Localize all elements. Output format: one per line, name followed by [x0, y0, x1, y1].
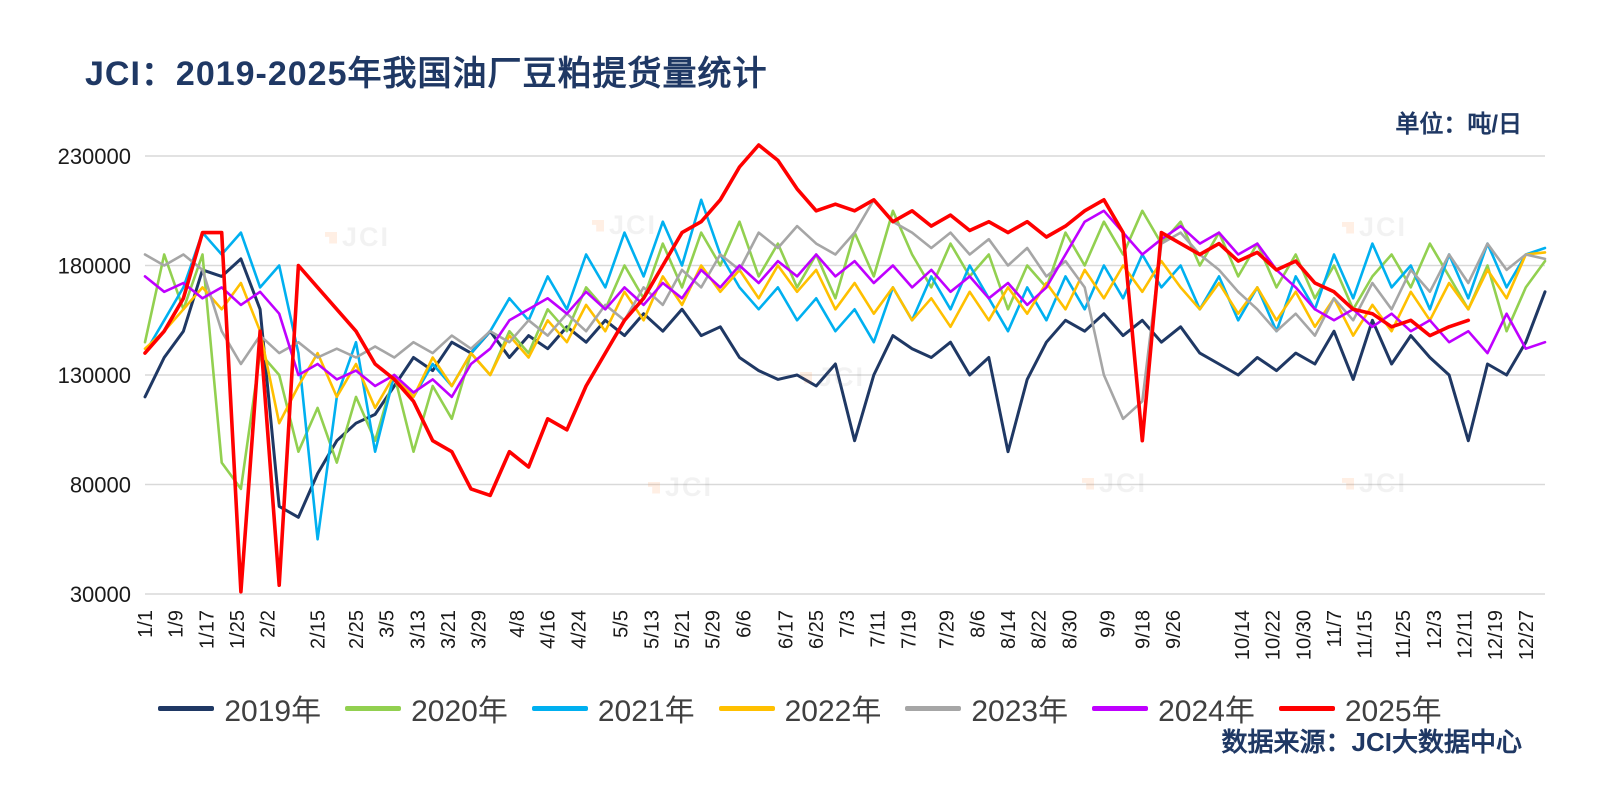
- series-2025年: [143, 143, 1471, 594]
- svg-text:11/15: 11/15: [1355, 610, 1377, 659]
- series-2021年: [143, 198, 1547, 541]
- legend-label: 2025年: [1344, 695, 1442, 728]
- svg-text:3/5: 3/5: [377, 610, 399, 638]
- legend-label: 2022年: [784, 695, 882, 728]
- svg-text:4/16: 4/16: [538, 610, 560, 649]
- unit-label: 单位：吨/日: [1395, 111, 1522, 138]
- svg-text:3/29: 3/29: [469, 610, 491, 649]
- x-axis-labels: 1/1 1/9 1/17 1/25 2/2 2/15 2/25 3/5 3/13 3/21 3/29…: [135, 610, 1538, 660]
- legend-item: 2021年: [531, 686, 695, 730]
- series-2022年: [143, 251, 1547, 425]
- svg-text:1/25: 1/25: [227, 610, 249, 649]
- svg-text:6/25: 6/25: [806, 610, 828, 649]
- legend-label: 2019年: [224, 695, 322, 728]
- svg-text:80000: 80000: [70, 473, 131, 498]
- svg-text:1/1: 1/1: [135, 610, 157, 638]
- series-2020年: [143, 209, 1547, 491]
- svg-text:3/21: 3/21: [438, 610, 460, 649]
- legend-swatch: [345, 705, 402, 711]
- svg-text:9/18: 9/18: [1132, 610, 1154, 649]
- legend-label: 2023年: [971, 695, 1069, 728]
- y-axis-labels: 30000 80000 130000 180000 230000: [58, 144, 131, 607]
- y-gridlines: [145, 155, 1545, 595]
- legend-item: 2022年: [718, 686, 882, 730]
- legend-swatch: [1278, 705, 1335, 711]
- svg-text:12/27: 12/27: [1516, 610, 1538, 660]
- svg-text:5/29: 5/29: [703, 610, 725, 649]
- svg-text:1/17: 1/17: [196, 610, 218, 649]
- svg-text:2/25: 2/25: [346, 610, 368, 649]
- svg-text:30000: 30000: [70, 582, 131, 607]
- svg-text:7/29: 7/29: [937, 610, 959, 649]
- source-label: 数据来源：JCI大数据中心: [1221, 727, 1522, 757]
- series-2024年: [143, 209, 1547, 399]
- series-2023年: [143, 198, 1547, 421]
- legend-swatch: [905, 705, 962, 711]
- svg-text:4/8: 4/8: [507, 610, 529, 638]
- svg-text:10/14: 10/14: [1232, 610, 1254, 660]
- svg-text:130000: 130000: [58, 363, 131, 388]
- legend-label: 2024年: [1158, 695, 1255, 728]
- legend-swatch: [158, 705, 215, 711]
- legend-item: 2019年: [158, 686, 321, 730]
- legend-item: 2025年: [1278, 686, 1442, 730]
- legend: 2019年 2020年 2021年 2022年 2023年 2024年 2025年: [0, 686, 1600, 730]
- svg-text:2/15: 2/15: [308, 610, 330, 649]
- svg-text:6/6: 6/6: [733, 610, 755, 638]
- legend-swatch: [1092, 705, 1149, 711]
- legend-label: 2020年: [411, 695, 508, 728]
- chart-area: 30000 80000 130000 180000 230000 1/1 1/9 1/17 1/…: [0, 128, 1600, 676]
- legend-item: 2020年: [345, 686, 508, 730]
- legend-item: 2023年: [905, 686, 1068, 730]
- series-2019年: [143, 257, 1547, 519]
- svg-text:8/30: 8/30: [1059, 610, 1081, 649]
- page-title: JCI：2019-2025年我国油厂豆粕提货量统计: [85, 55, 768, 93]
- svg-text:180000: 180000: [58, 254, 131, 279]
- svg-text:7/19: 7/19: [898, 610, 920, 649]
- svg-text:10/22: 10/22: [1263, 610, 1285, 660]
- svg-text:8/14: 8/14: [998, 610, 1020, 649]
- svg-text:2/2: 2/2: [258, 610, 280, 638]
- svg-text:11/7: 11/7: [1324, 610, 1346, 647]
- svg-text:12/3: 12/3: [1424, 610, 1446, 649]
- svg-text:4/24: 4/24: [568, 610, 590, 649]
- svg-text:10/30: 10/30: [1293, 610, 1315, 660]
- legend-swatch: [531, 705, 588, 711]
- svg-text:11/25: 11/25: [1393, 610, 1415, 659]
- legend-swatch: [718, 705, 775, 711]
- svg-text:230000: 230000: [58, 144, 131, 169]
- svg-text:6/17: 6/17: [776, 610, 798, 649]
- legend-item: 2024年: [1092, 686, 1255, 730]
- legend-label: 2021年: [597, 695, 695, 728]
- svg-text:8/6: 8/6: [967, 610, 989, 638]
- svg-text:7/3: 7/3: [837, 610, 859, 638]
- svg-text:9/9: 9/9: [1098, 610, 1120, 638]
- svg-text:9/26: 9/26: [1163, 610, 1185, 649]
- svg-text:8/22: 8/22: [1029, 610, 1051, 649]
- svg-text:7/11: 7/11: [868, 610, 890, 647]
- svg-text:5/21: 5/21: [672, 610, 694, 649]
- svg-text:5/5: 5/5: [611, 610, 633, 638]
- svg-text:12/19: 12/19: [1485, 610, 1507, 660]
- svg-text:12/11: 12/11: [1454, 610, 1476, 659]
- svg-text:1/9: 1/9: [166, 610, 188, 638]
- svg-text:5/13: 5/13: [641, 610, 663, 649]
- svg-text:3/13: 3/13: [407, 610, 429, 649]
